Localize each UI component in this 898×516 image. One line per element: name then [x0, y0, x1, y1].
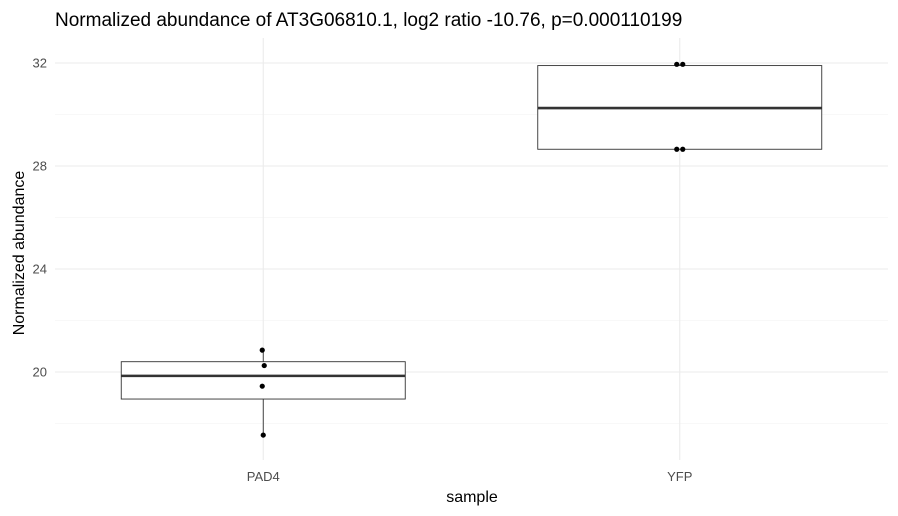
y-tick-label: 32: [33, 56, 47, 71]
x-axis-ticks: PAD4 YFP: [247, 469, 693, 484]
y-tick-label: 28: [33, 159, 47, 174]
boxes: [120, 64, 823, 436]
data-point: [261, 362, 267, 369]
chart-title: Normalized abundance of AT3G06810.1, log…: [55, 10, 682, 31]
data-point: [260, 432, 266, 438]
y-tick-label: 24: [33, 262, 47, 277]
data-points: [259, 61, 686, 438]
data-point: [674, 61, 680, 67]
box-yfp: [537, 64, 823, 150]
data-point: [680, 146, 686, 152]
x-tick-label: PAD4: [247, 469, 280, 484]
data-point: [259, 383, 265, 389]
data-point: [680, 61, 686, 67]
data-point: [259, 347, 265, 353]
data-point: [674, 146, 680, 152]
x-tick-label: YFP: [667, 469, 692, 484]
x-axis-title: sample: [446, 489, 498, 506]
box-pad4: [120, 350, 406, 436]
y-tick-label: 20: [33, 365, 47, 380]
y-axis-ticks: 20 24 28 32: [33, 56, 47, 380]
y-axis-title: Normalized abundance: [11, 171, 28, 336]
